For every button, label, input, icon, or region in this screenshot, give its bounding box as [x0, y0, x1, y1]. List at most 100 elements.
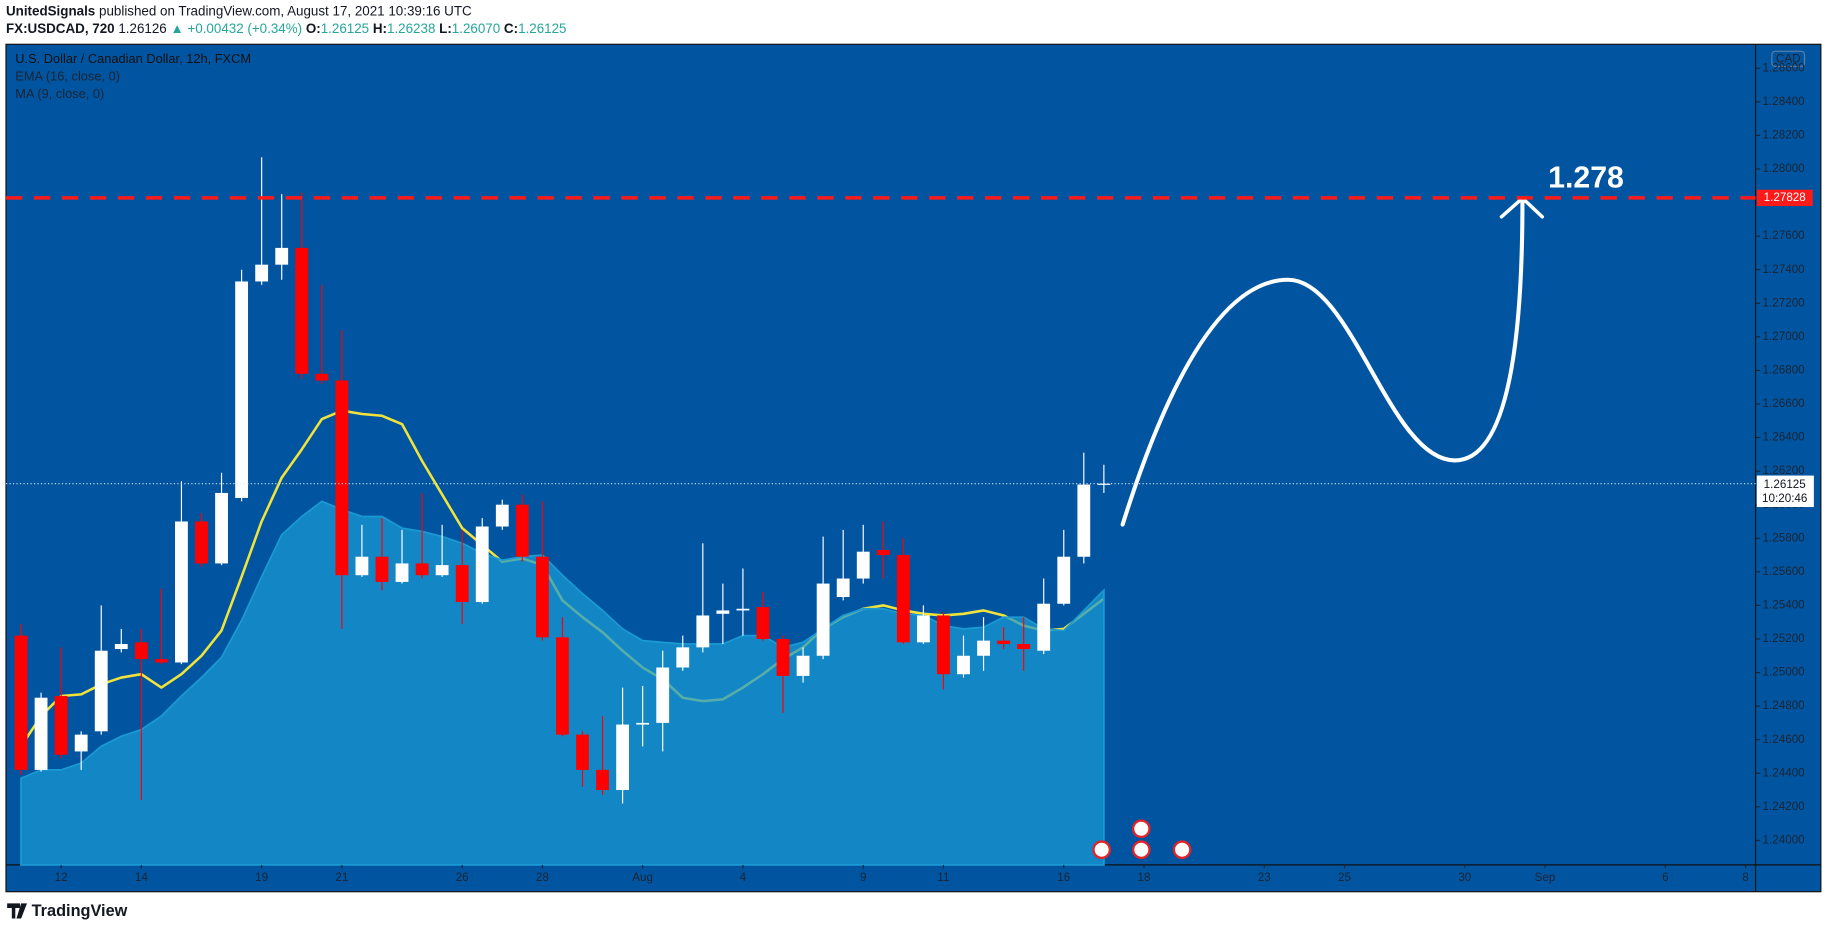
x-tick-label: 4: [740, 871, 747, 884]
x-tick-label: 6: [1662, 871, 1668, 884]
candle-body: [154, 659, 168, 663]
x-tick-label: 8: [1742, 871, 1748, 884]
symbol: FX:USDCAD, 720: [6, 21, 115, 36]
y-tick-label: 1.28200: [1763, 129, 1806, 142]
candle-body: [756, 607, 770, 639]
candle-body: [556, 637, 569, 735]
y-tick-label: 1.25400: [1763, 598, 1806, 611]
candle-body: [816, 583, 830, 656]
candle-body: [1057, 556, 1071, 604]
candle-body: [1017, 644, 1031, 650]
currency-box: [1771, 50, 1806, 68]
h-label: H:: [373, 21, 387, 36]
candle-body: [736, 608, 750, 611]
published: published on TradingView.com, August 17,…: [99, 3, 472, 18]
plot-area: [14, 157, 1111, 866]
o-value: 1.26125: [321, 21, 369, 36]
x-tick-label: 28: [536, 871, 549, 884]
candle-body: [576, 734, 589, 770]
legend-entry: MA (9, close, 0): [15, 86, 104, 101]
candle-body: [235, 281, 249, 498]
header-line: UnitedSignals published on TradingView.c…: [6, 3, 472, 18]
candle-body: [195, 521, 208, 564]
candle-body: [275, 247, 289, 265]
last: 1.26126: [118, 21, 166, 36]
candle-body: [215, 492, 228, 564]
x-tick-label: 26: [456, 871, 469, 884]
x-tick-label: Aug: [632, 871, 653, 884]
candle-body: [134, 642, 148, 660]
l-label: L:: [439, 21, 452, 36]
candle-body: [14, 635, 28, 770]
c-label: C:: [504, 21, 518, 36]
candle-body: [776, 638, 790, 676]
candle-body: [495, 504, 509, 527]
candle-body: [696, 615, 710, 648]
candle-body: [856, 551, 870, 579]
candle-body: [435, 565, 449, 576]
candle-body: [335, 380, 349, 576]
candle-body: [74, 734, 88, 752]
x-tick-label: 14: [135, 871, 148, 884]
candle-body: [94, 650, 108, 732]
event-icon: [1092, 840, 1111, 860]
target-price-box: [1756, 189, 1813, 207]
candle-body: [656, 667, 670, 723]
candle-body: [1097, 483, 1111, 485]
candle-body: [836, 578, 850, 598]
x-tick-label: 23: [1258, 871, 1271, 884]
candle-body: [596, 769, 609, 791]
target-annotation: 1.278: [1548, 162, 1624, 195]
y-tick-label: 1.25800: [1763, 531, 1806, 544]
l-value: 1.26070: [452, 21, 500, 36]
y-tick-label: 1.24800: [1763, 699, 1806, 712]
y-tick-label: 1.25000: [1763, 666, 1806, 679]
h-value: 1.26238: [387, 21, 435, 36]
currency: CAD: [1776, 53, 1801, 66]
target-price-label: 1.27828: [1764, 191, 1806, 204]
y-tick-label: 1.25600: [1763, 565, 1806, 578]
event-icon: [1172, 840, 1192, 860]
event-icon: [1131, 819, 1151, 839]
y-tick-label: 1.27600: [1763, 229, 1806, 242]
y-tick-label: 1.26200: [1763, 464, 1806, 477]
candle-body: [916, 615, 930, 643]
y-tick-label: 1.28600: [1763, 61, 1806, 74]
event-icons: [1092, 819, 1192, 860]
candle-body: [295, 247, 309, 374]
x-tick-label: Sep: [1535, 871, 1556, 884]
x-tick-label: 11: [937, 871, 949, 884]
candle-body: [977, 640, 990, 656]
y-tick-label: 1.26800: [1763, 363, 1806, 376]
candle-body: [1077, 484, 1091, 557]
change: +0.00432 (+0.34%): [187, 21, 302, 36]
o-label: O:: [306, 21, 321, 36]
y-tick-label: 1.24600: [1763, 733, 1806, 746]
chart-title: U.S. Dollar / Canadian Dollar, 12h, FXCM: [15, 51, 251, 66]
y-tick-label: 1.24200: [1763, 800, 1806, 813]
x-tick-label: 16: [1057, 871, 1070, 884]
candle-body: [34, 697, 48, 770]
brand-logo: [7, 903, 27, 919]
event-icon: [1131, 840, 1151, 860]
candle-body: [997, 640, 1011, 645]
candle-body: [876, 550, 890, 556]
y-tick-label: 1.25200: [1763, 632, 1806, 645]
y-tick-label: 1.28400: [1763, 95, 1806, 108]
y-tick-label: 1.24400: [1763, 766, 1806, 779]
last-price-box: [1756, 475, 1814, 508]
candle-body: [716, 610, 730, 614]
y-tick-label: 1.24000: [1763, 833, 1806, 846]
legend-entry: EMA (16, close, 0): [15, 68, 120, 83]
author: UnitedSignals: [6, 3, 95, 18]
candle-body: [255, 264, 269, 282]
candle-body: [455, 565, 469, 603]
last-price-label: 1.26125: [1764, 478, 1806, 491]
x-tick-label: 12: [55, 871, 68, 884]
y-tick-label: 1.26600: [1763, 397, 1806, 410]
y-tick-label: 1.27200: [1763, 296, 1806, 309]
y-tick-label: 1.27000: [1763, 330, 1806, 343]
x-tick-label: 9: [860, 871, 866, 884]
countdown: 10:20:46: [1762, 492, 1807, 505]
